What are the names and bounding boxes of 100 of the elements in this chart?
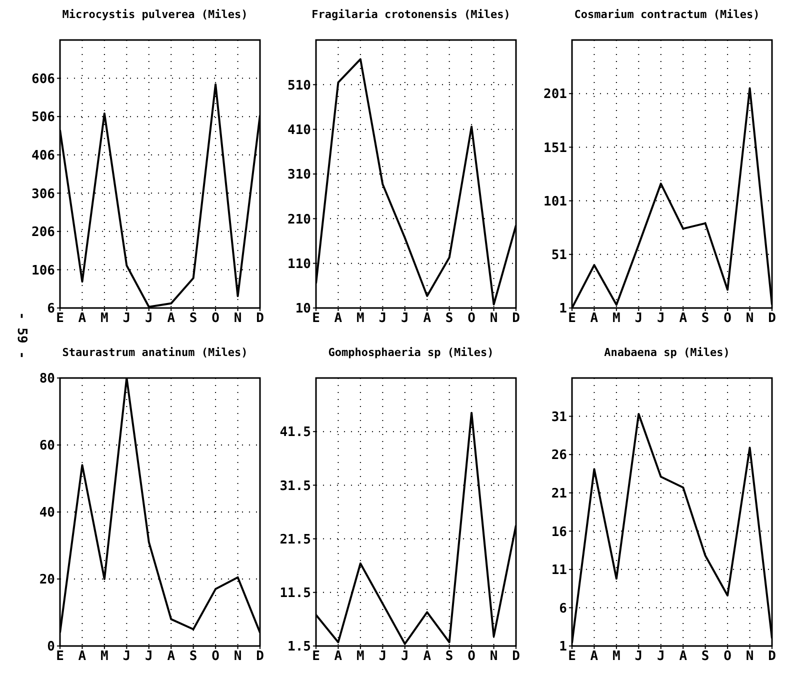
x-tick-label: O (468, 649, 476, 664)
x-tick-label: N (746, 311, 754, 326)
x-tick-label: O (468, 311, 476, 326)
x-tick-label: E (56, 311, 64, 326)
y-tick-label: 201 (544, 87, 568, 102)
y-tick-label: 21.5 (280, 532, 311, 548)
x-tick-label: E (568, 311, 576, 326)
x-tick-label: N (746, 649, 754, 664)
x-tick-label: A (334, 311, 342, 326)
x-tick-label: A (334, 649, 342, 664)
x-tick-label: O (212, 649, 220, 664)
y-tick-label: 410 (288, 122, 312, 138)
x-tick-label: D (512, 649, 520, 664)
y-tick-label: 210 (288, 212, 312, 228)
y-tick-label: 11 (551, 563, 568, 578)
x-tick-label: A (679, 649, 688, 664)
x-tick-label: M (612, 649, 621, 664)
x-tick-label: J (378, 311, 387, 326)
y-tick-label: 106 (32, 263, 56, 278)
x-tick-label: J (122, 311, 131, 326)
y-tick-label: 151 (544, 140, 568, 156)
x-tick-label: A (423, 311, 432, 326)
y-tick-label: 406 (32, 148, 56, 164)
y-tick-label: 0 (47, 640, 56, 655)
x-tick-label: N (234, 649, 242, 664)
y-tick-label: 40 (39, 506, 56, 521)
y-tick-label: 80 (39, 372, 56, 387)
y-tick-label: 41.5 (280, 425, 311, 440)
y-tick-label: 510 (288, 78, 312, 94)
y-tick-label: 31 (551, 410, 568, 425)
chart-title: Cosmarium contractum (Miles) (573, 8, 761, 23)
y-tick-label: 310 (288, 168, 312, 183)
x-tick-label: J (144, 311, 153, 326)
x-tick-label: S (445, 649, 454, 664)
x-tick-label: J (144, 649, 153, 664)
x-tick-label: E (312, 649, 320, 664)
x-tick-label: A (423, 649, 432, 664)
x-tick-label: S (701, 649, 710, 664)
x-tick-label: D (768, 311, 776, 326)
x-tick-label: D (768, 649, 776, 664)
x-tick-label: A (679, 311, 688, 326)
x-tick-label: S (189, 311, 198, 326)
x-tick-label: D (256, 311, 264, 326)
x-tick-label: A (590, 649, 598, 664)
x-tick-label: O (724, 311, 732, 326)
y-tick-label: 110 (288, 256, 312, 272)
y-tick-label: 20 (39, 572, 56, 588)
y-tick-label: 1 (559, 640, 568, 655)
x-tick-label: J (400, 649, 409, 664)
y-tick-label: 6 (47, 302, 56, 317)
y-tick-label: 31.5 (280, 478, 311, 494)
x-tick-label: S (189, 649, 198, 664)
y-tick-label: 6 (559, 601, 568, 616)
chart-title: Microcystis pulverea (Miles) (61, 8, 249, 23)
x-tick-label: M (356, 311, 365, 326)
x-tick-label: S (445, 311, 454, 326)
x-tick-label: J (400, 311, 409, 326)
x-tick-label: E (56, 649, 64, 664)
text: - 59 - (14, 312, 29, 359)
y-tick-label: 206 (32, 225, 56, 240)
y-tick-label: 306 (32, 186, 56, 202)
y-tick-label: 16 (551, 524, 568, 540)
x-tick-label: E (568, 649, 576, 664)
x-tick-label: D (512, 311, 520, 326)
x-tick-label: E (312, 311, 320, 326)
x-tick-label: M (100, 311, 109, 326)
x-tick-label: S (701, 311, 710, 326)
x-tick-label: A (78, 311, 86, 326)
y-tick-label: 1.5 (288, 640, 311, 655)
x-tick-label: J (378, 649, 387, 664)
x-tick-label: M (356, 649, 365, 664)
chart-title: Staurastrum anatinum (Miles) (61, 346, 249, 361)
x-tick-label: M (612, 311, 621, 326)
y-tick-label: 606 (32, 72, 56, 87)
y-tick-label: 21 (551, 486, 568, 502)
x-tick-label: J (634, 311, 643, 326)
x-tick-label: M (100, 649, 109, 664)
x-tick-label: J (656, 311, 665, 326)
y-tick-label: 51 (551, 248, 568, 264)
y-tick-label: 1 (559, 302, 568, 317)
x-tick-label: J (656, 649, 665, 664)
x-tick-label: O (724, 649, 732, 664)
y-tick-label: 26 (551, 448, 568, 464)
y-tick-label: 60 (39, 438, 56, 454)
y-tick-label: 11.5 (280, 586, 311, 602)
chart-title: Fragilaria crotonensis (Miles) (310, 8, 512, 23)
x-tick-label: A (167, 649, 176, 664)
y-tick-label: 506 (32, 110, 56, 126)
y-tick-label: 101 (544, 194, 568, 210)
x-tick-label: J (634, 649, 643, 664)
x-tick-label: A (167, 311, 176, 326)
x-tick-label: D (256, 649, 264, 664)
x-tick-label: O (212, 311, 220, 326)
x-tick-label: N (490, 649, 498, 664)
chart-title: Anabaena sp (Miles) (603, 346, 731, 361)
x-tick-label: N (234, 311, 242, 326)
x-tick-label: N (490, 311, 498, 326)
x-tick-label: A (78, 649, 86, 664)
x-tick-label: A (590, 311, 598, 326)
x-tick-label: J (122, 649, 131, 664)
